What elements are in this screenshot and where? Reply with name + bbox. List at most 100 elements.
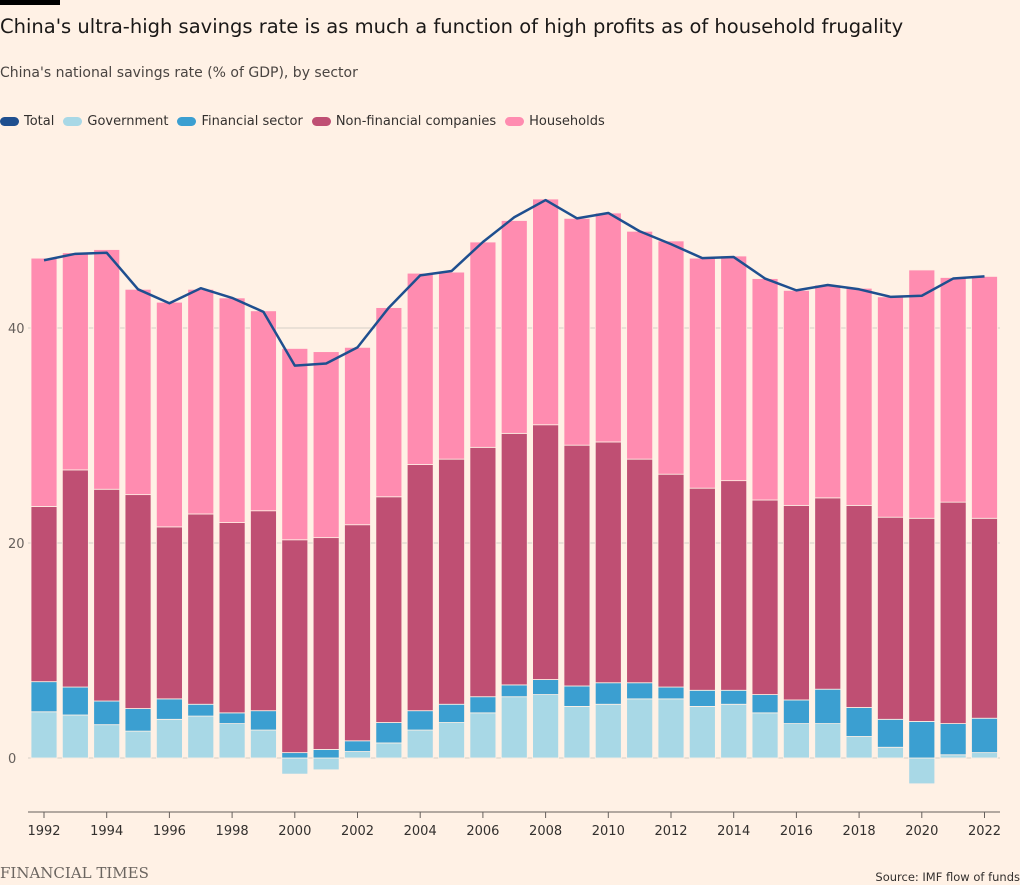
legend-item-non-financial-companies: Non-financial companies [311,114,497,129]
bar-non-financial-companies [594,441,622,684]
bar-government [30,711,58,759]
bar-financial-sector [751,694,779,714]
bar-households [877,296,904,518]
bar-government [155,718,183,759]
bar-households [594,212,622,443]
bar-households [281,348,309,541]
bar-government [187,715,215,759]
chart-title: China's ultra-high savings rate is as mu… [0,15,904,38]
bar-households [469,241,497,448]
bar-financial-sector [939,723,967,756]
y-tick-label: 20 [8,537,25,552]
bar-financial-sector [250,710,277,731]
bar-financial-sector [438,703,465,723]
bar-households [908,269,936,519]
bar-government [532,694,559,759]
bar-government [312,757,340,771]
x-tick-label: 2010 [592,824,625,839]
x-tick-label: 2018 [843,824,876,839]
bar-households [406,272,434,465]
bar-government [877,746,904,759]
bar-households [657,240,685,475]
bar-non-financial-companies [500,432,528,686]
bar-non-financial-companies [187,513,215,705]
chart-legend: Total Government Financial sector Non-fi… [0,114,605,129]
bar-government [814,723,842,759]
bar-financial-sector [406,710,434,731]
bar-non-financial-companies [688,487,716,691]
bar-government [688,706,716,759]
x-tick-label: 2006 [466,824,499,839]
x-tick-label: 2012 [654,824,687,839]
bar-government [93,724,121,759]
legend-label-financial-sector: Financial sector [201,114,303,129]
bar-non-financial-companies [877,516,904,720]
bar-non-financial-companies [939,501,967,724]
bar-financial-sector [312,749,340,759]
bar-government [783,723,810,759]
x-tick-label: 2016 [780,824,813,839]
bar-financial-sector [187,703,215,717]
bar-households [250,310,277,512]
bar-households [845,287,873,506]
legend-label-government: Government [87,114,169,129]
chart-subtitle: China's national savings rate (% of GDP)… [0,65,358,81]
bar-government [500,696,528,759]
bar-non-financial-companies [469,446,497,698]
legend-label-households: Households [529,114,605,129]
bar-financial-sector [469,696,497,714]
legend-label-non-financial-companies: Non-financial companies [335,114,497,129]
legend-item-financial-sector: Financial sector [177,114,303,129]
bar-financial-sector [657,686,685,700]
bar-financial-sector [563,685,591,707]
bar-households [61,252,89,471]
bar-non-financial-companies [845,504,873,708]
bar-non-financial-companies [783,504,810,701]
bar-households [500,220,528,434]
bar-government [971,752,998,759]
bar-households [720,255,748,482]
legend-swatch-non-financial-companies [311,117,331,126]
bar-households [375,307,403,498]
bar-non-financial-companies [375,496,403,723]
legend-swatch-total [0,117,19,126]
bar-non-financial-companies [438,458,465,705]
bar-financial-sector [845,707,873,737]
legend-swatch-government [63,117,83,126]
bar-households [93,249,121,490]
bar-households [30,257,58,507]
bar-households [124,288,152,496]
legend-item-total: Total [0,114,54,129]
x-tick-label: 1996 [153,824,186,839]
bar-non-financial-companies [218,522,246,714]
bar-households [971,275,998,519]
bar-households [532,198,559,426]
bar-non-financial-companies [312,537,340,750]
bar-non-financial-companies [124,494,152,709]
bar-households [783,289,810,506]
bar-financial-sector [375,722,403,744]
bar-financial-sector [124,708,152,732]
bar-non-financial-companies [93,488,121,702]
legend-item-households: Households [505,114,605,129]
y-tick-label: 40 [8,322,25,337]
bar-financial-sector [218,712,246,724]
bar-financial-sector [344,740,371,752]
bar-financial-sector [532,679,559,695]
bar-financial-sector [500,684,528,698]
bar-non-financial-companies [908,517,936,722]
bar-government [626,698,654,759]
bar-government [375,742,403,759]
x-tick-label: 2008 [529,824,562,839]
bar-non-financial-companies [406,464,434,712]
x-tick-label: 2000 [278,824,311,839]
bar-government [939,754,967,759]
bar-households [155,301,183,528]
x-tick-label: 1994 [90,824,123,839]
x-tick-label: 2020 [905,824,938,839]
bar-government [908,757,936,785]
bar-government [250,729,277,759]
bar-non-financial-companies [281,539,309,754]
bar-government [344,751,371,759]
